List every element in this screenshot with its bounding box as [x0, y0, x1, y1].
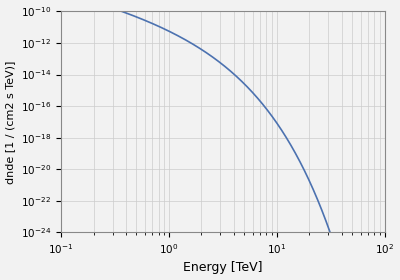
X-axis label: Energy [TeV]: Energy [TeV] — [183, 262, 263, 274]
Y-axis label: dnde [1 / (cm2 s TeV)]: dnde [1 / (cm2 s TeV)] — [6, 60, 16, 184]
